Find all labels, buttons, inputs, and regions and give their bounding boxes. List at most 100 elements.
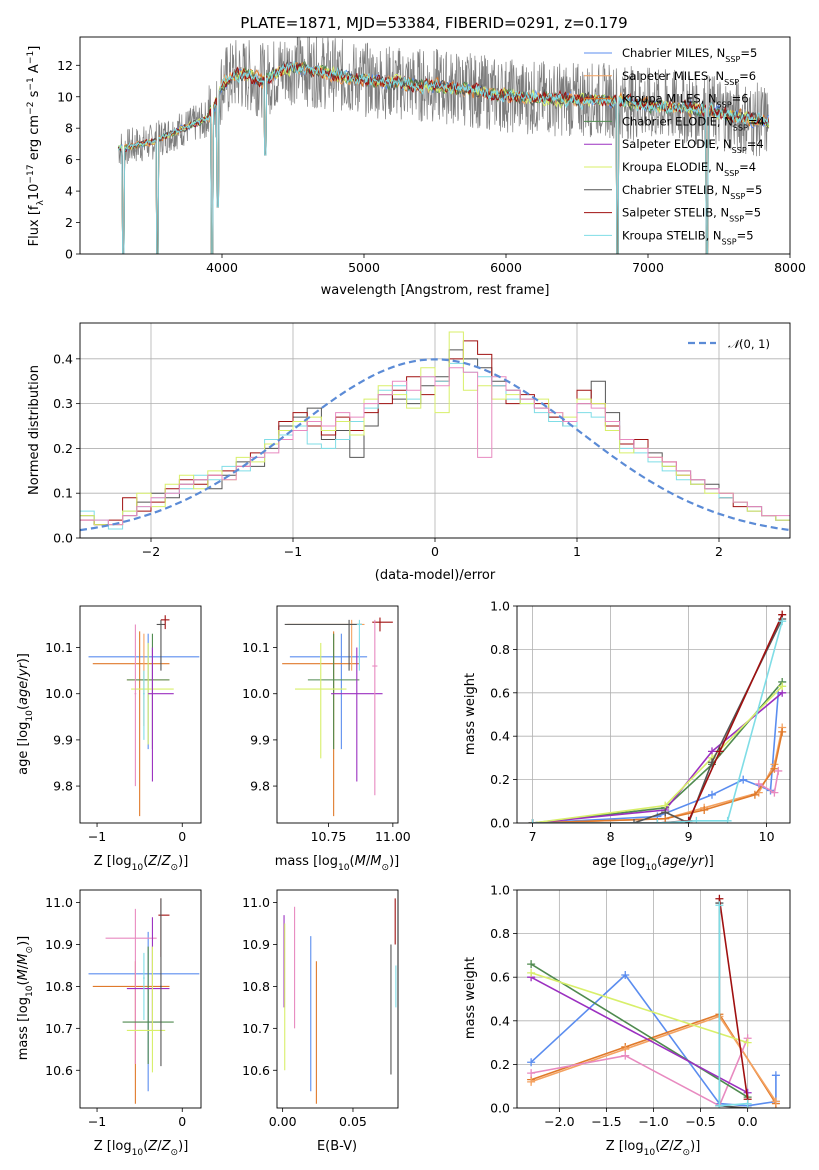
legend-entry-kroupa_elodie: Kroupa ELODIE, NSSP=4	[622, 160, 756, 178]
y-tick-label: 8	[65, 121, 73, 136]
marker-kroupa_stelib	[715, 901, 724, 910]
chart-spectrum: 4000 5000 6000 7000 8000 0 2 4 6 8 10 12 wavelength …	[26, 36, 806, 298]
lines	[527, 894, 780, 1108]
marker-kroupa_stelib	[723, 816, 732, 823]
line-salpeter_stelib	[718, 898, 749, 1100]
y-tick-label: 9.9	[53, 732, 73, 747]
y-tick-label: 0.4	[490, 1013, 510, 1028]
chart-weight_vs_age: 7 8 9 10 0.0 0.2 0.4 0.6 0.8 1.0 age [log10(age/yr…	[463, 599, 791, 873]
line-chabrier_stelib	[532, 618, 783, 823]
marker-pink	[527, 1069, 536, 1078]
chart-mass_vs_Z: −1 0 10.6 10.7 10.8 10.9 11.0 Z [log10(Z/Z⊙)] ma…	[16, 889, 202, 1158]
chart-residuals: −2 −1 0 1 2 0.0 0.1 0.2 0.3 0.4 (data-model)/error…	[27, 322, 791, 583]
y-tick-label: 0.4	[53, 351, 73, 366]
marker-kroupa_stelib	[692, 816, 701, 823]
y-tick-label: 0.0	[53, 531, 73, 546]
x-tick-label: 9	[685, 829, 693, 844]
y-axis-label: Flux [fλ10−17 erg cm−2 s−1 A−1]	[26, 46, 46, 247]
errorbars	[88, 898, 200, 1104]
x-axis-label: (data-model)/error	[375, 568, 496, 583]
x-tick-label: 5000	[348, 260, 380, 275]
y-tick-label: 0	[65, 247, 73, 262]
y-tick-label: 9.9	[250, 732, 270, 747]
marker-salpeter_miles	[771, 1097, 780, 1106]
x-tick-label: −2.0	[544, 1114, 574, 1129]
x-axis-label: mass [log10(M/M⊙)]	[275, 854, 399, 873]
axes-frame	[79, 322, 791, 539]
y-tick-label: 4	[65, 184, 73, 199]
y-axis-label: mass weight	[463, 957, 478, 1039]
x-tick-label: 0.0	[738, 1114, 758, 1129]
marker-kroupa_stelib	[528, 819, 537, 823]
y-tick-label: 10.6	[45, 1063, 73, 1078]
marker-pink	[770, 788, 779, 797]
chart-mass_vs_ebv: 0.00 0.05 10.6 10.7 10.8 10.9 11.0 E(B-V)	[242, 889, 399, 1154]
axes-frame	[276, 889, 399, 1109]
x-tick-label: −1.0	[638, 1114, 668, 1129]
errorbars	[282, 617, 393, 817]
x-axis-label: E(B-V)	[317, 1139, 357, 1154]
chart-weight_vs_Z: −2.0 −1.5 −1.0 −0.5 0.0 0.0 0.2 0.4 0.6 0.8 1.0 Z […	[463, 883, 791, 1158]
y-axis-label: mass [log10(M/M⊙)]	[16, 936, 35, 1060]
x-tick-label: 11.00	[375, 829, 411, 844]
spectrum-model-salpeter_stelib	[118, 61, 770, 254]
y-axis-label: age [log10(age/yr)]	[16, 653, 35, 775]
y-tick-label: 11.0	[242, 895, 270, 910]
errorbars	[283, 898, 397, 1104]
histogram-kroupa_elodie	[80, 331, 790, 538]
y-tick-label: 10.9	[45, 937, 73, 952]
line-salpeter_elodie	[530, 976, 748, 1094]
legend-normal: 𝒩(0, 1)	[728, 337, 770, 351]
y-tick-label: 10.0	[242, 686, 270, 701]
y-tick-label: 1.0	[490, 883, 510, 898]
histograms	[80, 331, 790, 538]
y-tick-label: 0.6	[490, 970, 510, 985]
normal-curve	[80, 358, 790, 532]
histogram-pink	[80, 367, 790, 538]
x-tick-label: 4000	[206, 260, 238, 275]
x-tick-label: −1	[88, 829, 106, 844]
line-chabrier_miles	[532, 692, 780, 823]
marker-kroupa_stelib	[743, 1099, 752, 1108]
y-tick-label: 0.8	[490, 926, 510, 941]
marker-kroupa_miles	[750, 790, 759, 799]
x-tick-label: 7	[529, 829, 537, 844]
y-tick-label: 0.4	[490, 729, 510, 744]
marker-chabrier_miles	[708, 790, 716, 799]
axes-frame	[79, 889, 202, 1109]
y-tick-label: 0.2	[53, 441, 73, 456]
marker-kroupa_stelib	[778, 617, 787, 626]
spectrum-model-kroupa_stelib	[117, 60, 770, 254]
legend-entry-kroupa_miles: Kroupa MILES, NSSP=6	[622, 92, 749, 110]
axes-frame	[516, 605, 791, 824]
y-tick-label: 12	[57, 58, 73, 73]
y-tick-label: 10.7	[45, 1021, 73, 1036]
line-salpeter_miles	[530, 1015, 777, 1102]
y-axis-label: mass weight	[463, 673, 478, 755]
y-tick-label: 0.6	[490, 685, 510, 700]
marker-kroupa_miles	[700, 805, 709, 814]
x-tick-label: −1	[284, 544, 302, 559]
y-tick-label: 9.8	[250, 779, 270, 794]
y-tick-label: 10.9	[242, 937, 270, 952]
y-tick-label: 9.8	[53, 779, 73, 794]
legend-entry-chabrier_miles: Chabrier MILES, NSSP=5	[622, 46, 757, 64]
axes-frame	[516, 889, 791, 1109]
chart-age_vs_mass: 10.75 11.00 9.8 9.9 10.0 10.1 mass [log10(M/M⊙…	[242, 605, 411, 873]
x-tick-label: −1	[88, 1114, 106, 1129]
y-tick-label: 10.7	[242, 1021, 270, 1036]
x-tick-label: 8	[607, 829, 615, 844]
marker-kroupa_elodie	[527, 968, 536, 977]
marker-salpeter_stelib	[715, 747, 724, 756]
marker-chabrier_miles	[621, 971, 630, 980]
x-axis-label: age [log10(age/yr)]	[592, 854, 714, 873]
x-tick-label: 0.00	[269, 1114, 297, 1129]
axes-frame	[79, 605, 202, 824]
line-chabrier_elodie	[530, 963, 749, 1098]
y-tick-label: 10.8	[45, 979, 73, 994]
marker-chabrier_stelib	[630, 819, 638, 823]
x-tick-label: 0	[178, 1114, 186, 1129]
marker-chabrier_miles	[771, 1071, 780, 1080]
x-axis-label: Z [log10(Z/Z⊙)]	[94, 854, 189, 873]
